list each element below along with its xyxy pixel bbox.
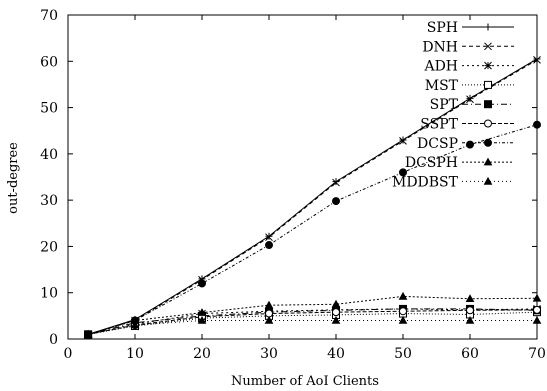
data-point [265, 233, 273, 242]
data-point [399, 136, 407, 144]
legend-item: SPH [427, 20, 514, 36]
series-line [87, 58, 538, 335]
legend-label: SPT [430, 97, 459, 113]
x-tick-label: 30 [260, 346, 278, 362]
x-tick-label: 10 [126, 346, 144, 362]
data-point [130, 320, 140, 329]
data-point [533, 55, 541, 63]
data-point [466, 94, 474, 102]
data-point [264, 315, 274, 324]
data-point [332, 197, 340, 206]
data-point [465, 294, 475, 303]
legend-label: MDDBST [392, 174, 459, 190]
series-line [88, 309, 538, 335]
legend-label: SSPT [420, 117, 458, 133]
data-point [264, 300, 274, 309]
x-tick-label: 50 [394, 346, 412, 362]
legend-marker [484, 138, 492, 147]
legend-item: ADH [423, 59, 514, 75]
legend-marker [483, 157, 493, 166]
y-tick-label: 0 [49, 332, 58, 348]
data-point [198, 279, 206, 288]
legend-marker [484, 100, 492, 109]
data-point [533, 56, 541, 64]
data-point [466, 306, 474, 315]
series-line [87, 308, 538, 335]
legend-label: DCSPH [405, 155, 458, 171]
data-point [332, 178, 340, 187]
y-axis-label: out-degree [6, 142, 21, 214]
data-point [332, 308, 340, 317]
legend-marker [484, 23, 492, 31]
data-point [197, 308, 207, 316]
data-point [399, 137, 407, 145]
data-point [197, 315, 207, 324]
data-point [398, 291, 408, 300]
data-point [466, 95, 474, 104]
x-tick-label: 0 [64, 346, 73, 362]
data-point [465, 315, 475, 324]
y-tick-label: 40 [40, 147, 58, 163]
y-axis-ticks: 0 10 20 30 40 50 60 70 [40, 8, 537, 348]
data-point [532, 315, 542, 324]
data-point [533, 305, 541, 314]
x-tick-label: 60 [461, 346, 479, 362]
data-point [399, 307, 407, 316]
x-axis-ticks: 0 10 20 30 40 50 60 70 [64, 15, 546, 362]
y-tick-label: 60 [40, 54, 58, 70]
data-point [331, 299, 341, 308]
data-point [398, 315, 408, 324]
y-tick-label: 50 [40, 101, 58, 117]
series-line [87, 295, 538, 335]
legend-marker [484, 61, 492, 70]
y-tick-label: 10 [40, 286, 58, 302]
data-point [399, 168, 407, 177]
data-point [265, 232, 273, 240]
data-point [265, 241, 273, 250]
plot-frame [67, 14, 538, 340]
y-tick-label: 20 [40, 239, 58, 255]
series-line [87, 59, 538, 335]
legend-marker [484, 80, 492, 89]
legend-item: DCSPH [405, 155, 514, 171]
legend-label: SPH [427, 20, 458, 36]
data-point [83, 329, 93, 338]
data-point [532, 293, 542, 302]
x-tick-label: 70 [528, 346, 546, 362]
legend-item: DCSP [417, 136, 514, 152]
legend-item: SSPT [420, 117, 514, 133]
series-mddbst [83, 315, 542, 338]
plot-series [83, 55, 542, 339]
legend-label: DCSP [417, 136, 458, 152]
legend: SPH DNH ADH MST SPT SSPT DCSP DCSPH MDDBST [392, 20, 514, 190]
y-tick-label: 70 [40, 8, 58, 24]
y-tick-label: 30 [40, 193, 58, 209]
data-point [533, 120, 541, 129]
legend-marker [484, 119, 492, 128]
data-point [466, 140, 474, 149]
data-point [331, 315, 341, 324]
legend-item: SPT [430, 97, 514, 113]
legend-item: MST [425, 78, 514, 94]
legend-label: ADH [423, 59, 458, 75]
legend-label: MST [425, 78, 459, 94]
legend-marker [484, 42, 492, 51]
legend-label: DNH [422, 39, 458, 55]
x-axis-label: Number of AoI Clients [231, 374, 379, 389]
x-tick-label: 40 [327, 346, 345, 362]
series-line [87, 124, 538, 335]
x-tick-label: 20 [193, 346, 211, 362]
legend-item: MDDBST [392, 174, 514, 190]
legend-item: DNH [422, 39, 514, 55]
legend-marker [483, 176, 493, 185]
